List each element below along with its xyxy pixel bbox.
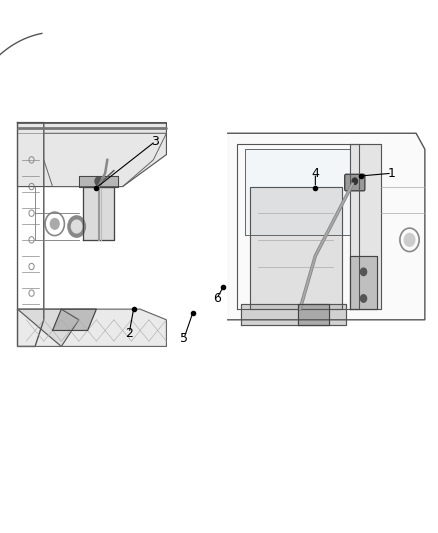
Circle shape (50, 219, 59, 229)
Polygon shape (79, 176, 118, 187)
Circle shape (360, 295, 367, 302)
Polygon shape (350, 256, 377, 309)
Circle shape (71, 220, 82, 233)
Text: 5: 5 (180, 332, 188, 345)
Circle shape (95, 177, 102, 185)
Circle shape (404, 233, 415, 246)
Polygon shape (44, 133, 166, 187)
Polygon shape (298, 304, 328, 325)
Polygon shape (228, 133, 425, 320)
Text: 2: 2 (125, 327, 133, 340)
Polygon shape (245, 149, 350, 235)
Polygon shape (18, 123, 166, 187)
Text: 3: 3 (152, 135, 159, 148)
Polygon shape (18, 309, 79, 346)
Text: 6: 6 (213, 292, 221, 305)
Polygon shape (250, 187, 342, 309)
FancyBboxPatch shape (345, 174, 365, 191)
Polygon shape (53, 309, 96, 330)
Polygon shape (18, 309, 166, 346)
Polygon shape (350, 144, 381, 309)
Text: 4: 4 (311, 167, 319, 180)
Circle shape (68, 216, 85, 237)
Text: 1: 1 (388, 167, 396, 180)
Circle shape (352, 178, 357, 184)
Circle shape (360, 268, 367, 276)
Polygon shape (83, 187, 114, 240)
Polygon shape (241, 304, 346, 325)
